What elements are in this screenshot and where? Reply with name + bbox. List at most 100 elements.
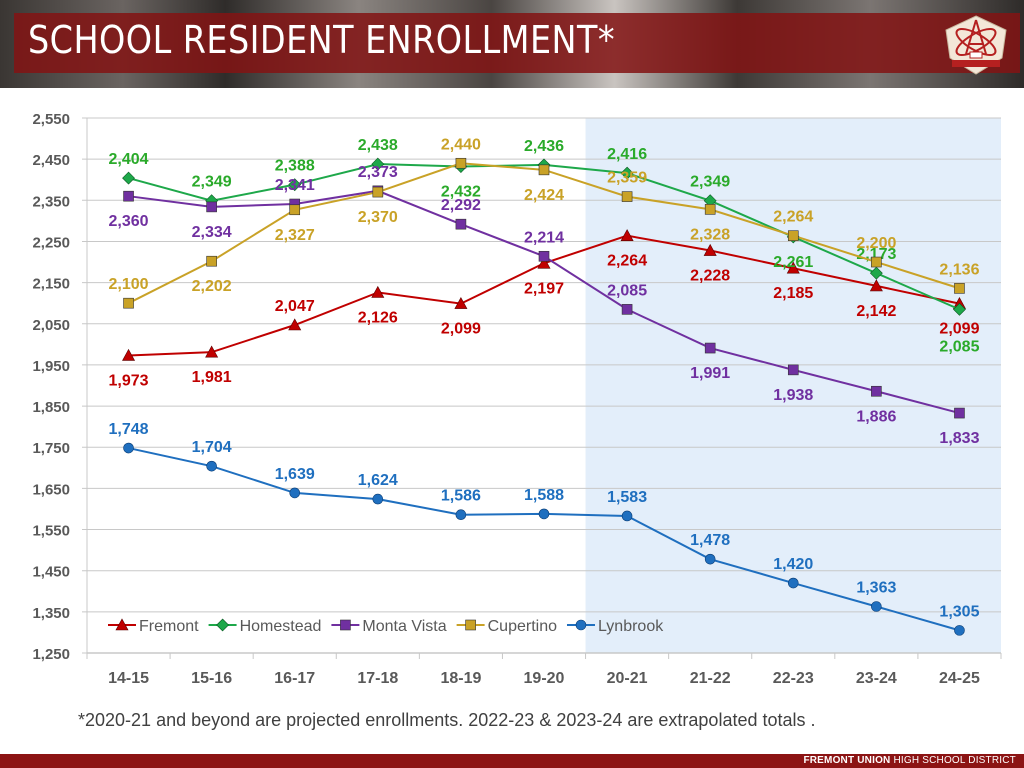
data-label-lynbrook: 1,305 bbox=[939, 603, 979, 620]
data-label-homestead: 2,349 bbox=[192, 174, 232, 191]
data-point-monta-vista bbox=[621, 304, 633, 315]
data-label-monta-vista: 1,833 bbox=[939, 430, 979, 447]
data-point-fremont bbox=[620, 229, 634, 241]
data-label-fremont: 2,126 bbox=[358, 309, 398, 326]
footer-brand-bold: FREMONT UNION bbox=[803, 755, 891, 766]
data-point-homestead bbox=[869, 266, 883, 280]
data-label-cupertino: 2,202 bbox=[192, 278, 232, 295]
x-tick-label: 24-25 bbox=[939, 670, 980, 687]
data-point-cupertino bbox=[621, 191, 633, 202]
data-label-cupertino: 2,424 bbox=[524, 187, 564, 204]
x-tick-label: 17-18 bbox=[357, 670, 398, 687]
legend-marker-lynbrook bbox=[575, 619, 587, 631]
y-tick-label: 1,350 bbox=[32, 605, 70, 622]
data-point-lynbrook bbox=[871, 601, 882, 612]
data-point-lynbrook bbox=[372, 493, 384, 505]
data-label-monta-vista: 1,991 bbox=[690, 365, 730, 382]
y-tick-label: 1,950 bbox=[32, 358, 70, 375]
district-crest-icon bbox=[945, 15, 1007, 75]
data-point-monta-vista bbox=[538, 250, 550, 262]
data-label-cupertino: 2,264 bbox=[773, 209, 813, 226]
data-point-homestead bbox=[620, 166, 634, 180]
page-title: SCHOOL RESIDENT ENROLLMENT* bbox=[28, 18, 616, 62]
legend-marker-monta-vista bbox=[340, 619, 351, 631]
y-tick-label: 2,350 bbox=[32, 193, 70, 210]
data-point-monta-vista bbox=[954, 407, 965, 419]
data-label-lynbrook: 1,639 bbox=[275, 466, 315, 483]
data-point-homestead bbox=[371, 157, 385, 171]
data-label-lynbrook: 1,586 bbox=[441, 488, 481, 505]
data-label-fremont: 2,197 bbox=[524, 280, 564, 297]
data-point-lynbrook bbox=[123, 442, 134, 454]
data-point-monta-vista bbox=[787, 364, 799, 376]
data-label-cupertino: 2,136 bbox=[939, 261, 979, 278]
data-point-fremont bbox=[122, 348, 136, 361]
data-label-homestead: 2,436 bbox=[524, 138, 564, 155]
x-tick-label: 18-19 bbox=[440, 670, 481, 687]
data-label-homestead: 2,349 bbox=[690, 174, 730, 191]
data-point-homestead bbox=[122, 171, 135, 185]
data-label-monta-vista: 1,938 bbox=[773, 387, 813, 404]
legend-label-cupertino: Cupertino bbox=[488, 618, 557, 635]
data-label-monta-vista: 2,214 bbox=[524, 229, 564, 246]
legend-marker-cupertino bbox=[465, 619, 476, 631]
data-point-fremont bbox=[205, 345, 219, 358]
data-label-cupertino: 2,327 bbox=[275, 227, 315, 244]
data-label-cupertino: 2,328 bbox=[690, 226, 730, 243]
legend-label-homestead: Homestead bbox=[240, 618, 322, 635]
y-tick-label: 2,150 bbox=[32, 276, 70, 293]
data-label-homestead: 2,261 bbox=[773, 254, 813, 271]
data-label-homestead: 2,404 bbox=[109, 151, 149, 168]
data-label-lynbrook: 1,478 bbox=[690, 532, 730, 549]
data-point-monta-vista bbox=[704, 342, 716, 354]
data-label-lynbrook: 1,704 bbox=[192, 439, 232, 456]
data-point-fremont bbox=[454, 296, 468, 309]
data-point-cupertino bbox=[123, 297, 134, 309]
y-tick-label: 1,650 bbox=[32, 481, 70, 498]
data-point-cupertino bbox=[954, 283, 965, 294]
data-label-fremont: 2,047 bbox=[275, 298, 315, 315]
data-label-monta-vista: 2,341 bbox=[275, 177, 315, 194]
data-point-lynbrook bbox=[704, 553, 716, 565]
legend-label-lynbrook: Lynbrook bbox=[598, 618, 664, 635]
data-label-fremont: 2,264 bbox=[607, 253, 647, 270]
x-tick-label: 22-23 bbox=[773, 670, 814, 687]
data-point-homestead bbox=[953, 302, 966, 316]
data-point-homestead bbox=[288, 178, 302, 192]
data-label-fremont: 2,099 bbox=[441, 321, 481, 338]
data-label-fremont: 1,981 bbox=[192, 369, 232, 386]
projection-shade bbox=[585, 118, 1001, 653]
y-tick-label: 2,550 bbox=[32, 111, 70, 128]
legend-marker-homestead bbox=[216, 618, 230, 632]
footer-brand: FREMONT UNION HIGH SCHOOL DISTRICT bbox=[803, 754, 1016, 768]
data-label-monta-vista: 2,085 bbox=[607, 282, 647, 299]
legend-label-fremont: Fremont bbox=[139, 618, 199, 635]
data-label-fremont: 2,228 bbox=[690, 268, 730, 285]
data-point-lynbrook bbox=[787, 577, 799, 589]
data-label-lynbrook: 1,588 bbox=[524, 487, 564, 504]
data-label-lynbrook: 1,583 bbox=[607, 489, 647, 506]
data-point-monta-vista bbox=[871, 385, 882, 397]
legend-label-monta-vista: Monta Vista bbox=[362, 618, 446, 635]
data-label-homestead: 2,438 bbox=[358, 137, 398, 154]
data-point-fremont bbox=[371, 285, 385, 298]
data-point-fremont bbox=[537, 256, 551, 269]
y-tick-label: 1,450 bbox=[32, 564, 70, 581]
data-label-homestead: 2,388 bbox=[275, 158, 315, 175]
y-tick-label: 2,050 bbox=[32, 317, 70, 334]
data-point-monta-vista bbox=[206, 201, 217, 213]
data-point-lynbrook bbox=[289, 487, 301, 499]
data-label-lynbrook: 1,420 bbox=[773, 556, 813, 573]
data-label-monta-vista: 2,360 bbox=[109, 213, 149, 230]
data-point-monta-vista bbox=[123, 190, 134, 202]
data-point-cupertino bbox=[538, 164, 550, 176]
data-label-homestead: 2,432 bbox=[441, 184, 481, 201]
x-tick-label: 15-16 bbox=[191, 670, 232, 687]
data-label-fremont: 2,099 bbox=[939, 321, 979, 338]
x-tick-label: 14-15 bbox=[108, 670, 149, 687]
data-label-cupertino: 2,100 bbox=[109, 276, 149, 293]
data-point-lynbrook bbox=[621, 510, 633, 522]
data-label-cupertino: 2,440 bbox=[441, 136, 481, 153]
data-point-fremont bbox=[288, 318, 302, 331]
y-tick-label: 2,450 bbox=[32, 152, 70, 169]
